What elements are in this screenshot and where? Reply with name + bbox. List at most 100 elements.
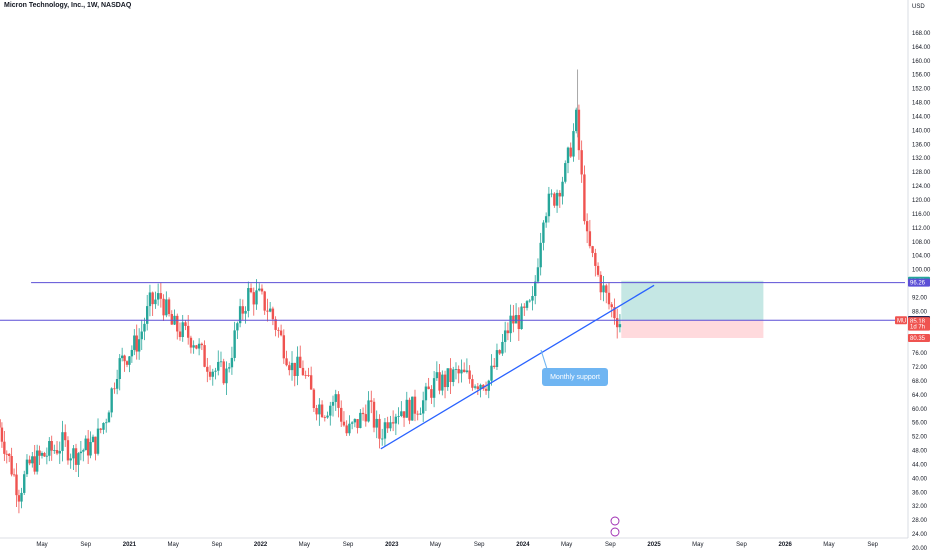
price-tick-label: 64.00 bbox=[912, 393, 928, 399]
candle-down bbox=[301, 367, 305, 376]
candle-up bbox=[318, 404, 321, 415]
candle-down bbox=[610, 304, 613, 308]
time-tick-label: Sep bbox=[867, 542, 878, 548]
candle-up bbox=[435, 372, 439, 379]
time-tick-label: Sep bbox=[474, 542, 485, 548]
time-tick-label: Sep bbox=[343, 542, 354, 548]
time-tick-label: 2022 bbox=[254, 542, 268, 548]
price-tick-label: 40.00 bbox=[912, 476, 928, 482]
price-tick-label: 44.00 bbox=[912, 462, 928, 468]
candle-up bbox=[454, 369, 458, 370]
price-label-text: 80.35 bbox=[910, 336, 926, 342]
time-tick-label: May bbox=[430, 542, 441, 548]
candle-down bbox=[615, 318, 619, 328]
candle-down bbox=[222, 361, 225, 384]
candle-up bbox=[446, 368, 449, 388]
price-tick-label: 32.00 bbox=[912, 504, 928, 510]
candle-down bbox=[471, 379, 474, 388]
candle-down bbox=[345, 425, 348, 434]
candle-up bbox=[572, 131, 575, 157]
candle-down bbox=[342, 421, 346, 426]
currency-label: USD bbox=[912, 4, 925, 10]
candle-up bbox=[102, 423, 105, 430]
candle-up bbox=[233, 330, 236, 358]
time-axis[interactable]: May Sep 2021 May Sep 2022 May Sep 2023 May Sep 2024… bbox=[0, 537, 908, 548]
price-tick-label: 148.00 bbox=[912, 101, 931, 107]
candle-up bbox=[146, 306, 149, 324]
price-tick-label: 88.00 bbox=[912, 309, 928, 315]
candle-down bbox=[241, 306, 245, 314]
candle-up bbox=[225, 368, 228, 384]
candle-down bbox=[135, 335, 138, 352]
candle-down bbox=[517, 315, 521, 330]
candle-down bbox=[307, 375, 310, 376]
candle-up bbox=[197, 343, 201, 349]
price-label-text: 96.26 bbox=[910, 281, 926, 287]
price-axis[interactable]: 20.00 24.00 28.00 32.00 36.00 40.00 44.00 48.00… bbox=[895, 0, 931, 550]
candle-down bbox=[585, 221, 589, 232]
candle-up bbox=[110, 388, 113, 413]
candle-down bbox=[493, 365, 496, 368]
candle-down bbox=[309, 375, 313, 390]
candle-up bbox=[550, 193, 553, 195]
candle-up bbox=[353, 419, 357, 423]
candle-up bbox=[82, 450, 85, 452]
candle-down bbox=[583, 174, 586, 222]
candle-up bbox=[230, 357, 234, 368]
candle-down bbox=[189, 337, 193, 348]
candle-down bbox=[605, 285, 608, 293]
candle-up bbox=[214, 370, 217, 372]
candle-down bbox=[74, 448, 78, 465]
time-tick-label: Sep bbox=[80, 542, 91, 548]
candle-up bbox=[405, 399, 408, 418]
chart-extras bbox=[610, 516, 620, 537]
drawings-layer[interactable] bbox=[0, 282, 905, 450]
price-tick-label: 56.00 bbox=[912, 421, 928, 427]
price-tick-label: 112.00 bbox=[912, 226, 931, 232]
candle-up bbox=[575, 109, 578, 132]
candle-up bbox=[331, 401, 335, 406]
candle-down bbox=[277, 329, 280, 331]
candle-down bbox=[512, 315, 515, 324]
candle-up bbox=[48, 441, 51, 456]
price-tick-label: 136.00 bbox=[912, 142, 931, 148]
time-tick-label: Sep bbox=[212, 542, 223, 548]
price-tick-label: 140.00 bbox=[912, 128, 931, 134]
candle-down bbox=[8, 453, 11, 457]
candle-up bbox=[350, 422, 354, 424]
candle-up bbox=[465, 370, 469, 373]
candle-up bbox=[525, 301, 529, 308]
candle-up bbox=[419, 413, 422, 415]
candle-up bbox=[400, 411, 403, 417]
candles-layer bbox=[0, 69, 622, 514]
zones-layer bbox=[621, 280, 764, 338]
candle-up bbox=[348, 423, 351, 434]
candle-down bbox=[293, 362, 296, 377]
price-tick-label: 104.00 bbox=[912, 254, 931, 260]
price-tick-label: 144.00 bbox=[912, 114, 931, 120]
candle-down bbox=[558, 192, 562, 197]
candle-down bbox=[176, 315, 179, 332]
candle-down bbox=[462, 369, 466, 373]
monthly-support-callout[interactable]: Monthly support bbox=[542, 368, 608, 386]
price-tick-label: 52.00 bbox=[912, 435, 928, 441]
candle-up bbox=[441, 374, 444, 391]
time-tick-label: Sep bbox=[605, 542, 616, 548]
event-icon bbox=[610, 516, 620, 526]
candle-down bbox=[200, 343, 204, 346]
candle-up bbox=[296, 356, 299, 377]
candle-down bbox=[588, 231, 592, 247]
candle-down bbox=[159, 293, 163, 299]
candle-up bbox=[528, 300, 531, 302]
candle-down bbox=[170, 314, 173, 325]
candle-up bbox=[84, 438, 87, 451]
candle-down bbox=[506, 330, 510, 334]
candle-down bbox=[430, 389, 433, 398]
candle-down bbox=[10, 456, 13, 475]
candle-down bbox=[195, 345, 198, 349]
candle-up bbox=[133, 335, 136, 350]
candle-down bbox=[356, 419, 359, 428]
candle-up bbox=[130, 349, 134, 357]
candle-up bbox=[96, 428, 100, 454]
